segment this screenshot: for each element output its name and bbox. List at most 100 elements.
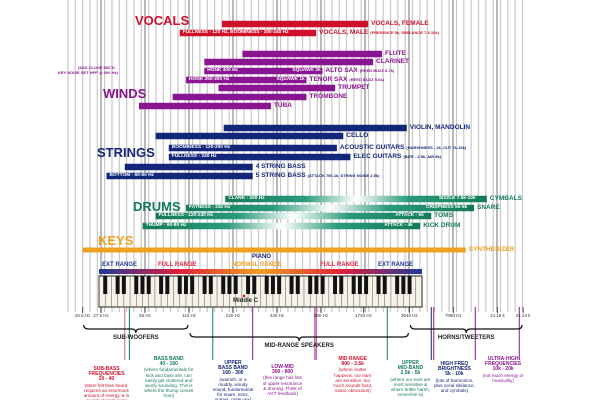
piano-range-label: FULL RANGE	[158, 262, 197, 268]
black-key	[208, 276, 213, 294]
bar-label: TRUMPET	[338, 84, 369, 91]
black-key	[165, 276, 170, 294]
section-label-drums: DRUMS	[133, 199, 181, 214]
bar-label: 5 STRING BASS (ATTACK 700-1k, STRING NOIS…	[256, 172, 380, 179]
bar-snare	[186, 204, 474, 212]
bar-cello	[155, 132, 344, 140]
band-title: MID RANGE	[338, 356, 367, 362]
black-key	[357, 276, 362, 294]
frequency-band: HIGH FREQ BRIGHTNESS 5k - 10k (lots of harm…	[433, 361, 475, 394]
band-description: (warmth, or a muddy, woody sound, fundam…	[212, 376, 254, 400]
bar-trombone	[172, 93, 307, 101]
black-key	[134, 276, 139, 294]
instrument-note: (HARSHNESS - 2k, CUT 7k-10k)	[406, 145, 467, 150]
bar-flute	[242, 50, 382, 58]
bar-alto-sax	[204, 67, 323, 75]
axis-tick-label: 55 Hz	[139, 313, 151, 318]
instrument-name: TRUMPET	[338, 84, 370, 91]
bar-clarinet	[204, 58, 374, 66]
band-title: BRIGHTNESS	[438, 366, 471, 373]
instrument-name: KICK DRUM	[423, 222, 461, 229]
instrument-name: SYNTHESIZER	[468, 246, 515, 253]
black-key	[339, 276, 344, 294]
black-key	[103, 276, 108, 294]
bar-inner-label: SIZZLE 7.5k-10k	[438, 196, 476, 201]
black-key	[190, 276, 195, 294]
black-key	[308, 276, 313, 294]
bar-violin-mandolin	[223, 124, 407, 132]
black-key	[177, 276, 182, 294]
instrument-name: ALTO SAX	[325, 67, 358, 74]
black-key	[227, 276, 232, 294]
black-key	[407, 276, 412, 294]
band-title: 2.5k - 5k	[400, 370, 421, 377]
bar-label: 4 STRING BASS	[256, 163, 306, 170]
bar-inner-label: FULLNESS - 120-240 Hz	[158, 213, 213, 218]
middle-c-label: Middle C	[232, 298, 258, 304]
piano-range-label: EXT RANGE	[102, 262, 138, 268]
bar-label: CYMBALS	[490, 195, 522, 202]
black-key	[233, 276, 238, 294]
piano-range-label: FULL RANGE	[320, 262, 359, 268]
bar-label: SNARE	[477, 204, 500, 211]
black-key	[202, 276, 207, 294]
band-description: (where our ears are most sensitive & whe…	[390, 376, 431, 398]
band-title: UPPER	[401, 360, 420, 366]
sax-note: (SAX CLOSE MIC'D	[78, 65, 115, 70]
speaker-label: HORNS/TWEETERS	[437, 335, 495, 341]
band-title: 800 - 2.5k	[341, 361, 364, 368]
bar-5-string-bass	[106, 172, 253, 180]
instrument-note: (BITE - 2.5k, AIR 8k)	[403, 154, 442, 159]
frequency-band: UPPER MID-BAND 2.5k - 5k (where our ears ar…	[389, 360, 431, 398]
band-title: 160 - 300	[222, 370, 244, 377]
speaker-label: MID-RANGE SPEAKERS	[264, 343, 334, 349]
black-key	[395, 276, 400, 294]
instrument-name: 4 STRING BASS	[255, 163, 306, 170]
black-key	[146, 276, 151, 294]
instrument-name: 5 STRING BASS	[255, 172, 306, 179]
band-title: ULTRA-HIGH	[487, 356, 519, 362]
band-title: 40 - 160	[159, 361, 178, 368]
band-title: MID-BAND	[397, 365, 424, 372]
bar-label: KICK DRUM	[423, 222, 460, 229]
bar-label: ALTO SAX (REED BUZZ 6-7k)	[325, 67, 394, 74]
black-key	[159, 276, 164, 294]
piano-range-bar	[99, 269, 422, 274]
band-description: (where clutter happens, our ears are sen…	[333, 367, 373, 394]
instrument-note: (REED BUZZ 5-6k)	[349, 77, 385, 82]
instrument-note: (PRESENCE 5k, SIBILANCE 7.5-10k)	[370, 30, 439, 35]
bar-cymbals	[225, 195, 487, 203]
band-description: (lots of harmonics, plus vocal sibilance…	[433, 377, 475, 394]
bar-label: TENOR SAX (REED BUZZ 5-6k)	[309, 76, 384, 83]
speaker-label: SUB-WOOFERS	[112, 335, 159, 341]
black-key	[295, 276, 300, 294]
frequency-band: BASS BAND 40 - 160 (where fundamentals for…	[140, 356, 198, 399]
piano-label: PIANO	[252, 254, 272, 260]
axis-tick-label: 20.6 Hz	[74, 313, 91, 318]
band-title: BASS BAND	[153, 356, 184, 362]
instrument-name: SNARE	[476, 204, 500, 211]
band-title: 10k - 20k	[492, 366, 514, 373]
bar-inner-label: CLANK - 200 Hz	[228, 196, 265, 201]
black-key	[183, 276, 188, 294]
bar-label: SYNTHESIZER	[469, 246, 515, 253]
bar-kick-drum	[142, 222, 421, 230]
bar-inner-label: SQUAWK 2k	[292, 68, 321, 73]
black-key	[270, 276, 275, 294]
bar-label: ACOUSTIC GUITARS (HARSHNESS - 2k, CUT 7k-…	[340, 144, 466, 151]
bar-label: TOMS	[434, 212, 453, 219]
frequency-band: SUB-BASS FREQUENCIES 20 - 40 (More felt tha…	[81, 366, 133, 400]
bar-elec-guitars	[168, 153, 351, 161]
axis-tick-label: 21.24 k	[515, 313, 531, 318]
instrument-name: VIOLIN, MANDOLIN	[409, 124, 471, 131]
instrument-note: (ATTACK 700-1k, STRING NOISE 2.5k)	[307, 173, 380, 178]
sax-note: KEY NOISE SET HPF @ 200 Hz)	[58, 70, 118, 75]
band-title: SUB-BASS	[93, 366, 120, 372]
black-key	[351, 276, 356, 294]
bar-inner-label: FULLNESS - 120 Hz, BOOMINESS - 200-240 H…	[182, 30, 289, 35]
band-title: HIGH FREQ	[440, 361, 469, 367]
bar-vocals-male	[179, 29, 317, 37]
black-key	[376, 276, 381, 294]
instrument-name: TOMS	[434, 212, 453, 219]
